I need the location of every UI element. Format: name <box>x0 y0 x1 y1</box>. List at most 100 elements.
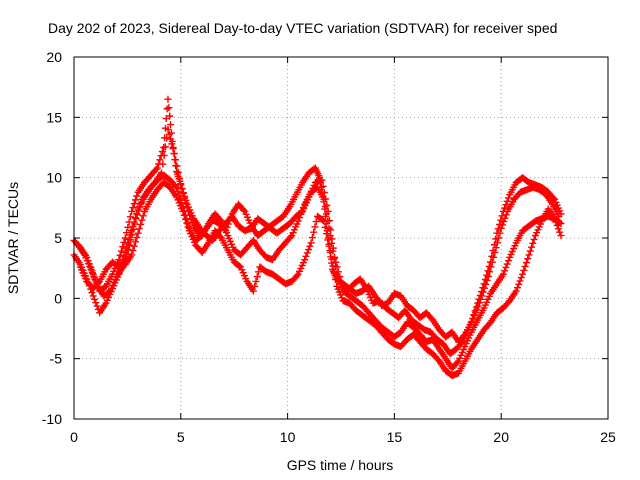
data-point <box>475 299 483 307</box>
data-point <box>252 277 260 285</box>
data-point <box>492 244 500 252</box>
data-point <box>182 196 190 204</box>
data-point <box>479 288 487 296</box>
data-point <box>504 194 512 202</box>
data-point <box>92 279 100 287</box>
data-point <box>530 235 538 243</box>
data-point <box>327 226 335 234</box>
y-axis-label: SDTVAR / TECUs <box>5 182 21 294</box>
data-point <box>184 223 192 231</box>
data-point <box>552 218 560 226</box>
data-point <box>488 258 496 266</box>
data-point <box>481 284 489 292</box>
data-point <box>158 169 166 177</box>
data-point <box>529 239 537 247</box>
data-point <box>318 176 326 184</box>
data-point <box>251 282 259 290</box>
data-point <box>133 234 141 242</box>
axis-ticks: 0 5 10 15 20 25 -10 -5 0 5 10 15 20 <box>42 49 616 445</box>
data-point <box>302 252 310 260</box>
data-point <box>117 247 125 255</box>
data-point <box>331 253 339 261</box>
data-point <box>181 215 189 223</box>
data-point <box>491 248 499 256</box>
data-point <box>502 211 510 219</box>
data-point <box>158 148 166 156</box>
data-point <box>178 185 186 193</box>
data-point <box>105 288 113 296</box>
data-point <box>119 263 127 271</box>
data-point <box>554 225 562 233</box>
data-point <box>319 182 327 190</box>
data-point <box>297 208 305 216</box>
data-point <box>164 95 172 103</box>
data-point <box>520 266 528 274</box>
data-point <box>120 238 128 246</box>
x-tick-label: 15 <box>387 429 403 445</box>
data-point <box>133 192 141 200</box>
data-point <box>310 228 318 236</box>
data-point <box>513 284 521 292</box>
data-point <box>512 287 520 295</box>
data-point <box>129 204 137 212</box>
data-point <box>139 212 147 220</box>
data-point <box>328 235 336 243</box>
data-point <box>177 181 185 189</box>
data-point <box>119 243 127 251</box>
data-points <box>70 95 565 380</box>
data-point <box>168 140 176 148</box>
data-point <box>333 263 341 271</box>
data-point <box>173 183 181 191</box>
data-point <box>490 253 498 261</box>
data-point <box>88 269 96 277</box>
data-point <box>164 125 172 133</box>
data-point <box>174 168 182 176</box>
data-point <box>91 295 99 303</box>
data-point <box>557 232 565 240</box>
data-point <box>92 299 100 307</box>
data-point <box>484 273 492 281</box>
data-point <box>525 251 533 259</box>
data-point <box>123 229 131 237</box>
x-tick-label: 25 <box>600 429 616 445</box>
data-point <box>129 247 137 255</box>
data-point <box>293 272 301 280</box>
data-point <box>331 276 339 284</box>
data-point <box>522 259 530 267</box>
data-point <box>156 156 164 164</box>
data-point <box>161 143 169 151</box>
data-point <box>517 274 525 282</box>
data-point <box>93 302 101 310</box>
x-tick-label: 5 <box>177 429 185 445</box>
data-point <box>323 201 331 209</box>
data-point <box>324 207 332 215</box>
data-point <box>179 207 187 215</box>
data-point <box>474 302 482 310</box>
data-point <box>556 228 564 236</box>
data-point <box>128 231 136 239</box>
data-point <box>453 359 461 367</box>
y-tick-label: 5 <box>54 230 62 246</box>
data-point <box>172 156 180 164</box>
data-point <box>330 269 338 277</box>
data-point <box>216 216 224 224</box>
data-point <box>557 220 565 228</box>
y-tick-label: 10 <box>46 170 62 186</box>
data-point <box>553 221 561 229</box>
data-point <box>307 239 315 247</box>
data-point <box>528 243 536 251</box>
data-point <box>329 244 337 252</box>
data-point <box>311 223 319 231</box>
data-point <box>115 256 123 264</box>
data-point <box>301 256 309 264</box>
data-point <box>128 207 136 215</box>
data-point <box>495 234 503 242</box>
data-point <box>130 242 138 250</box>
data-point <box>503 260 511 268</box>
data-point <box>334 268 342 276</box>
data-point <box>303 249 311 257</box>
data-point <box>126 241 134 249</box>
data-point <box>152 165 160 173</box>
data-point <box>332 258 340 266</box>
